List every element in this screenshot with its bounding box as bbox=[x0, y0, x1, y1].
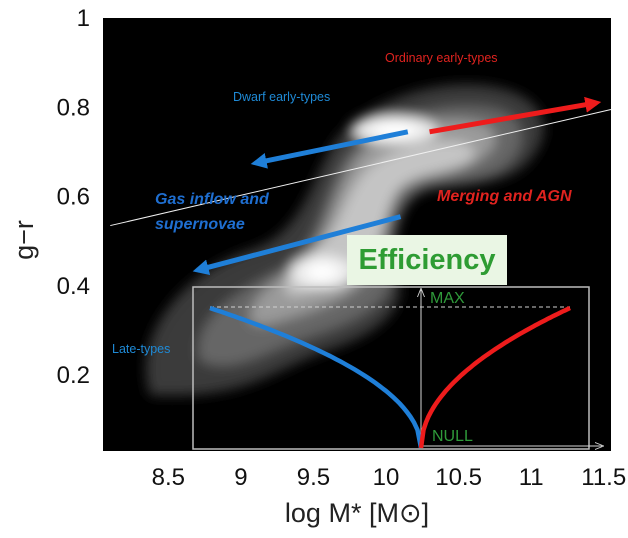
efficiency-inset: MAX NULL Efficiency bbox=[192, 235, 602, 450]
merging-label: Merging and AGN bbox=[437, 188, 572, 205]
evolution-arrows bbox=[192, 96, 602, 276]
x-tick-label: 11 bbox=[519, 464, 544, 491]
efficiency-title: Efficiency bbox=[359, 244, 496, 276]
x-tick-label: 11.5 bbox=[581, 464, 626, 491]
x-axis-label: log M* [M⊙] bbox=[285, 498, 429, 528]
blue-arrow bbox=[192, 214, 402, 276]
inset-frame bbox=[192, 286, 590, 450]
dwarf-label: Dwarf early-types bbox=[233, 90, 330, 104]
x-tick-label: 8.5 bbox=[152, 464, 185, 491]
y-tick-label: 0.6 bbox=[57, 184, 90, 211]
x-tick-label: 9 bbox=[234, 464, 247, 491]
red-arrow bbox=[429, 96, 602, 135]
x-tick-label: 10.5 bbox=[435, 464, 482, 491]
inset-red-curve bbox=[418, 305, 571, 449]
gas-label-1: Gas inflow and bbox=[155, 191, 270, 208]
ordinary-label: Ordinary early-types bbox=[385, 51, 498, 65]
inset-max-label: MAX bbox=[430, 290, 465, 307]
y-tick-labels: 0.2 0.4 0.6 0.8 1 bbox=[57, 5, 90, 389]
x-tick-label: 10 bbox=[373, 464, 400, 491]
y-tick-label: 0.2 bbox=[57, 362, 90, 389]
blue-arrow bbox=[250, 129, 409, 169]
efficiency-box bbox=[347, 235, 507, 285]
x-tick-label: 9.5 bbox=[297, 464, 330, 491]
dividing-line bbox=[110, 109, 612, 227]
x-tick-labels: 8.5 9 9.5 10 10.5 11 11.5 bbox=[152, 464, 627, 491]
late-label: Late-types bbox=[112, 342, 170, 356]
inset-null-label: NULL bbox=[432, 428, 473, 445]
inset-blue-curve bbox=[209, 305, 424, 449]
y-tick-label: 0.4 bbox=[57, 273, 90, 300]
y-tick-label: 1 bbox=[77, 5, 90, 32]
y-axis-label: g−r bbox=[9, 220, 39, 260]
y-tick-label: 0.8 bbox=[57, 94, 90, 121]
gas-label-2: supernovae bbox=[155, 216, 245, 233]
